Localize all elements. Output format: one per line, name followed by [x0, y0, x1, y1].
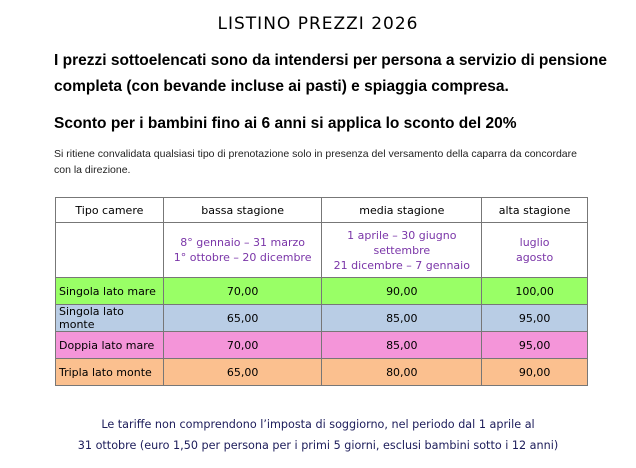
price-bassa: 70,00: [162, 277, 323, 305]
price-alta: 90,00: [481, 358, 588, 386]
footer-note: Le tariffe non comprendono l’imposta di …: [0, 414, 636, 456]
header-room-type: Tipo camere: [55, 197, 164, 223]
room-type-cell: Singola lato mare: [55, 277, 164, 305]
room-type-cell: Doppia lato mare: [55, 331, 164, 359]
page-title: LISTINO PREZZI 2026: [217, 14, 419, 34]
price-media: 85,00: [321, 304, 483, 332]
footer-line-1: Le tariffe non comprendono l’imposta di …: [101, 418, 535, 431]
header-mid-season: media stagione: [321, 197, 483, 223]
header-high-season: alta stagione: [481, 197, 588, 223]
table-row: Singola lato monte 65,00 85,00 95,00: [55, 304, 588, 332]
mid-season-periods: 1 aprile – 30 giugno settembre 21 dicembre…: [321, 222, 483, 278]
price-media: 80,00: [321, 358, 483, 386]
price-bassa: 70,00: [162, 331, 323, 359]
discount-text: Sconto per i bambini fino ai 6 anni si a…: [54, 115, 517, 132]
table-row: Singola lato mare 70,00 90,00 100,00: [55, 277, 588, 305]
empty-cell: [55, 222, 164, 278]
high-season-periods: luglio agosto: [481, 222, 588, 278]
intro-line-2: completa (con bevande incluse ai pasti) …: [54, 78, 509, 95]
price-alta: 100,00: [481, 277, 588, 305]
price-alta: 95,00: [481, 304, 588, 332]
footer-line-2: 31 ottobre (euro 1,50 per persona per i …: [77, 439, 559, 452]
room-type-cell: Singola lato monte: [55, 304, 164, 332]
price-bassa: 65,00: [162, 358, 323, 386]
price-media: 90,00: [321, 277, 483, 305]
note-line-2: con la direzione.: [54, 164, 131, 176]
note-line-1: Si ritiene convalidata qualsiasi tipo di…: [54, 148, 577, 160]
table-row: Doppia lato mare 70,00 85,00 95,00: [55, 331, 588, 359]
price-alta: 95,00: [481, 331, 588, 359]
room-type-cell: Tripla lato monte: [55, 358, 164, 386]
table-row: Tripla lato monte 65,00 80,00 90,00: [55, 358, 588, 386]
intro-line-1: I prezzi sottoelencati sono da intenders…: [54, 52, 607, 69]
price-bassa: 65,00: [162, 304, 323, 332]
price-table: Tipo camere bassa stagione media stagion…: [55, 197, 588, 386]
low-season-periods: 8° gennaio – 31 marzo 1° ottobre – 20 dic…: [162, 222, 323, 278]
price-media: 85,00: [321, 331, 483, 359]
header-low-season: bassa stagione: [162, 197, 323, 223]
